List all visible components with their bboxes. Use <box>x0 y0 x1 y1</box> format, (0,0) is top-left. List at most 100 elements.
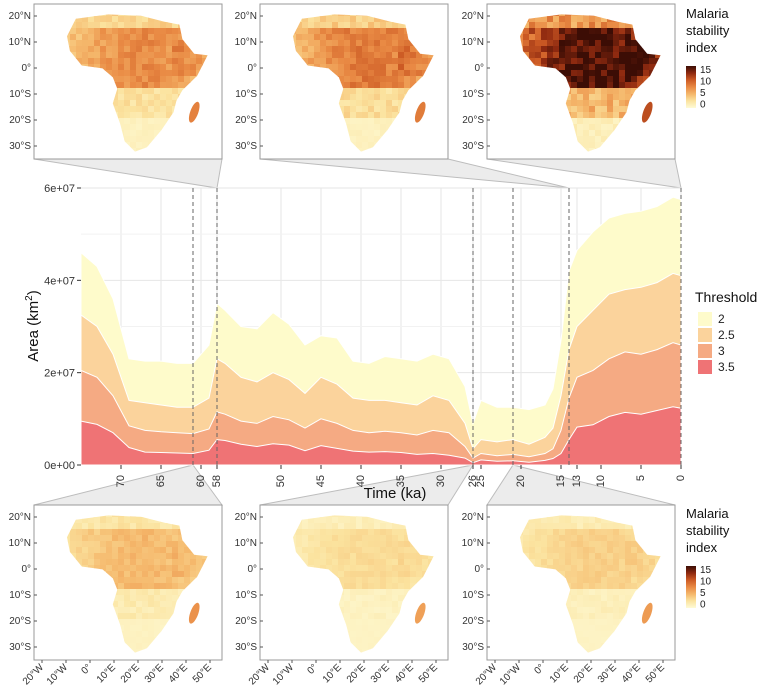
colorbar-title: index <box>686 40 718 55</box>
x-tick-label: 25 <box>475 475 487 487</box>
area-series <box>80 196 682 466</box>
colorbar-title: index <box>686 540 718 555</box>
map-lat-label: 30°S <box>9 141 31 152</box>
map-lat-label: 30°S <box>462 141 484 152</box>
madagascar <box>188 101 200 123</box>
y-tick-label: 6e+07 <box>44 183 75 195</box>
x-tick-label: 15 <box>555 475 567 487</box>
x-tick-label: 0 <box>675 475 687 481</box>
map-lat-label: 20°N <box>235 512 257 523</box>
map-lat-label: 10°N <box>462 37 484 48</box>
map-lon-label: 30°E <box>143 662 166 685</box>
map-lon-label: 20°E <box>119 662 142 685</box>
legend-label: 2 <box>718 312 725 326</box>
map-lat-label: 20°N <box>462 11 484 22</box>
map-lat-label: 0° <box>21 564 31 575</box>
map-panel: 20°N10°N0°10°S20°S30°S20°W10°W 0° 10°E 20°E… <box>9 504 223 688</box>
map-lat-label: 10°S <box>235 590 257 601</box>
map-lon-label: 0° <box>305 662 320 677</box>
legend: Threshold 2 2.5 3 3.5 <box>695 289 757 374</box>
x-axis-title: Time (ka) <box>364 485 427 502</box>
madagascar <box>188 602 200 624</box>
x-tick-label: 35 <box>395 475 407 487</box>
map-lat-label: 10°S <box>462 590 484 601</box>
map-lat-label: 20°S <box>462 616 484 627</box>
y-tick-label: 4e+07 <box>44 275 75 287</box>
map-lon-label: 20°E <box>572 662 595 685</box>
map-lat-label: 30°S <box>9 642 31 653</box>
colorbar-gradient <box>686 66 696 108</box>
map-lat-label: 0° <box>247 564 257 575</box>
colorbar-label: 0 <box>700 600 706 611</box>
colorbar-title: Malaria <box>686 6 729 21</box>
legend-label: 2.5 <box>718 328 735 342</box>
map-lat-label: 20°S <box>462 115 484 126</box>
map-lat-label: 20°N <box>9 512 31 523</box>
map-lon-label: 0° <box>79 662 94 677</box>
x-tick-label: 60 <box>195 475 207 487</box>
madagascar <box>414 101 426 123</box>
map-lon-label: 10°E <box>95 662 118 685</box>
colorbar-label: 15 <box>700 65 712 76</box>
connector-wedges <box>33 158 682 506</box>
map-panels: 20°N 10°N 0° 10°S 20°S 30°S 20°N 10°N 0° 10°S 20°S… <box>9 3 676 688</box>
y-tick-label: 2e+07 <box>44 368 75 380</box>
x-tick-label: 40 <box>355 475 367 487</box>
map-lon-label: 50°E <box>644 662 667 685</box>
legend-swatch <box>698 360 712 374</box>
colorbar-label: 5 <box>700 88 706 99</box>
x-tick-label: 13 <box>571 475 583 487</box>
y-tick-label: 0e+00 <box>44 460 75 472</box>
map-panel: 20°N 10°N 0° 10°S 20°S 30°S <box>462 3 676 160</box>
map-lon-label: 0° <box>532 662 547 677</box>
map-panel: 20°N10°N0°10°S20°S30°S20°W10°W 0° 10°E 20°E… <box>235 504 449 688</box>
map-lon-label: 30°E <box>369 662 392 685</box>
connector-wedge <box>486 158 682 189</box>
map-lon-label: 50°E <box>191 662 214 685</box>
colorbar-label: 10 <box>700 577 712 588</box>
madagascar <box>641 602 653 624</box>
legend-swatch <box>698 328 712 342</box>
map-lat-label: 10°N <box>235 538 257 549</box>
y-axis: 0e+00 2e+07 4e+07 6e+07 <box>44 183 81 472</box>
map-lon-label: 10°W <box>45 662 71 688</box>
y-axis-title: Area (km2) <box>24 290 42 361</box>
map-lon-label: 20°W <box>247 662 273 688</box>
map-lat-label: 20°S <box>235 616 257 627</box>
map-lat-label: 20°N <box>9 11 31 22</box>
map-lat-label: 0° <box>474 63 484 74</box>
map-lon-label: 10°E <box>321 662 344 685</box>
map-lon-label: 20°W <box>474 662 500 688</box>
legend-title: Threshold <box>695 289 757 305</box>
map-lat-label: 0° <box>474 564 484 575</box>
x-tick-label: 65 <box>155 475 167 487</box>
map-lon-label: 40°E <box>620 662 643 685</box>
legend-swatch <box>698 312 712 326</box>
map-lat-label: 20°S <box>235 115 257 126</box>
map-lat-label: 10°N <box>235 37 257 48</box>
map-lon-label: 40°E <box>167 662 190 685</box>
x-tick-label: 5 <box>635 475 647 481</box>
colorbar-label: 0 <box>700 100 706 111</box>
map-lon-label: 10°E <box>548 662 571 685</box>
map-lat-label: 10°S <box>462 89 484 100</box>
map-lat-label: 20°S <box>9 115 31 126</box>
madagascar <box>414 602 426 624</box>
colorbar-title: stability <box>686 523 730 538</box>
map-panel: 20°N 10°N 0° 10°S 20°S 30°S <box>235 3 449 160</box>
map-lat-label: 10°N <box>9 37 31 48</box>
map-lon-label: 50°E <box>417 662 440 685</box>
map-panel: 20°N 10°N 0° 10°S 20°S 30°S <box>9 3 223 160</box>
x-tick-label: 45 <box>315 475 327 487</box>
x-tick-label: 10 <box>595 475 607 487</box>
x-tick-label: 30 <box>435 475 447 487</box>
map-lat-label: 30°S <box>235 642 257 653</box>
x-tick-label: 58 <box>211 475 223 487</box>
area-series-3 <box>80 342 682 466</box>
map-lat-label: 0° <box>21 63 31 74</box>
map-panel: 20°N10°N0°10°S20°S30°S20°W10°W 0° 10°E 20°E… <box>462 504 676 688</box>
